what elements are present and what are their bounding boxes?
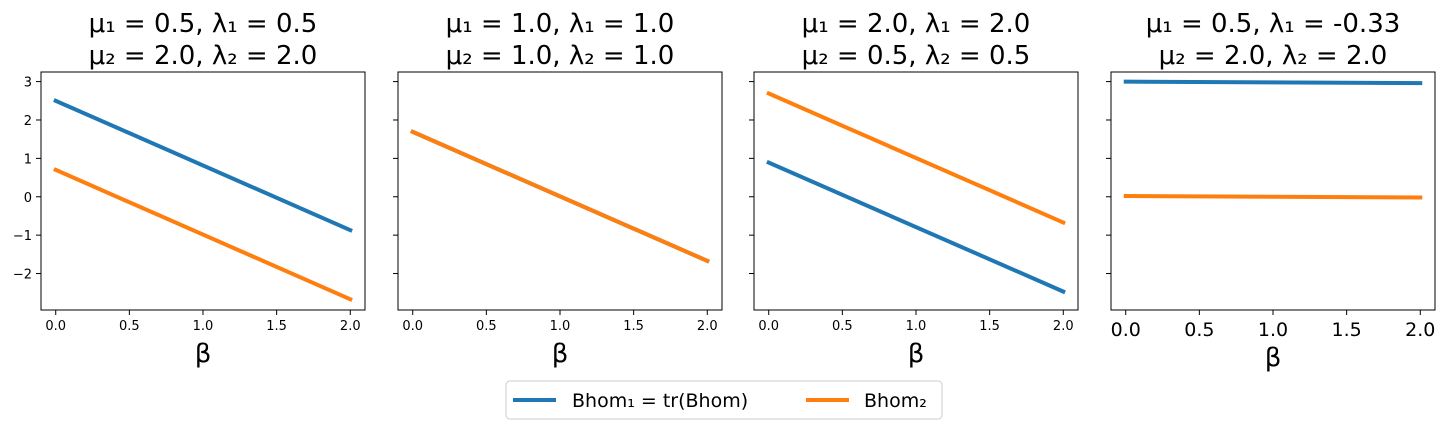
panel-1-xlabel: β [195, 339, 212, 369]
panel-2-series-2-line [410, 129, 710, 264]
panel-2-xtick-label: 0.5 [476, 319, 497, 334]
panel-3-xtick-label: 0.5 [832, 319, 853, 334]
panel-4-xtick-label: 1.0 [1258, 319, 1288, 341]
legend-box [505, 380, 943, 420]
ytick-label: 1 [24, 152, 32, 167]
panel-4-series-2-line [1123, 193, 1423, 200]
panel-1-xtick-label: 2.0 [340, 319, 361, 334]
panel-2-title-line1: μ₁ = 1.0, λ₁ = 1.0 [446, 9, 675, 39]
panel-1-title-line1: μ₁ = 0.5, λ₁ = 0.5 [89, 9, 318, 39]
panel-2-xtick-label: 1.5 [623, 319, 644, 334]
panel-3-title-line2: μ₂ = 0.5, λ₂ = 0.5 [802, 41, 1031, 71]
panel-3-xtick-label: 1.0 [906, 319, 927, 334]
legend-label-1: Bhom₁ = tr(Bhom) [572, 390, 748, 412]
panel-4-xlabel: β [1265, 343, 1282, 373]
panel-3-title-line1: μ₁ = 2.0, λ₁ = 2.0 [802, 9, 1031, 39]
panel-1-xtick-label: 1.0 [193, 319, 214, 334]
panel-1-title-line2: μ₂ = 2.0, λ₂ = 2.0 [89, 41, 318, 71]
panel-3-xtick-label: 2.0 [1053, 319, 1074, 334]
legend-label-2: Bhom₂ [864, 390, 927, 412]
panel-3-xlabel: β [908, 339, 925, 369]
panel-1-series-1-line [53, 98, 353, 233]
panel-1-axes-frame [40, 71, 366, 311]
ytick-label: 3 [24, 76, 32, 91]
panel-2-axes-frame [397, 71, 723, 311]
panel-4-xtick-label: 0.5 [1184, 319, 1214, 341]
panel-4-axes-frame [1110, 71, 1436, 311]
panel-4-xtick-label: 2.0 [1405, 319, 1435, 341]
panel-1-xtick-label: 1.5 [266, 319, 287, 334]
panel-2-xtick-label: 1.0 [550, 319, 571, 334]
panel-1-xtick-label: 0.5 [119, 319, 140, 334]
ytick-label: −1 [13, 229, 32, 244]
panel-3-series-1-line [766, 159, 1066, 295]
panel-3-xtick-label: 0.0 [758, 319, 779, 334]
panel-1-xtick-label: 0.0 [45, 319, 66, 334]
panel-4-title-line2: μ₂ = 2.0, λ₂ = 2.0 [1159, 41, 1388, 71]
panel-2-xlabel: β [552, 339, 569, 369]
panel-4-title-line1: μ₁ = 0.5, λ₁ = -0.33 [1146, 9, 1401, 39]
panel-2-xtick-label: 0.0 [402, 319, 423, 334]
panel-4-xtick-label: 1.5 [1332, 319, 1362, 341]
panel-2-xtick-label: 2.0 [697, 319, 718, 334]
panel-4-xtick-label: 0.0 [1111, 319, 1141, 341]
panel-3-xtick-label: 1.5 [979, 319, 1000, 334]
panel-1-series-2-line [53, 167, 353, 302]
ytick-label: 2 [24, 114, 32, 129]
ytick-label: −2 [13, 268, 32, 283]
ytick-label: 0 [24, 191, 32, 206]
panel-2-title-line2: μ₂ = 1.0, λ₂ = 1.0 [446, 41, 675, 71]
panel-3-series-2-line [766, 90, 1066, 226]
panel-4-series-1-line [1123, 79, 1423, 86]
